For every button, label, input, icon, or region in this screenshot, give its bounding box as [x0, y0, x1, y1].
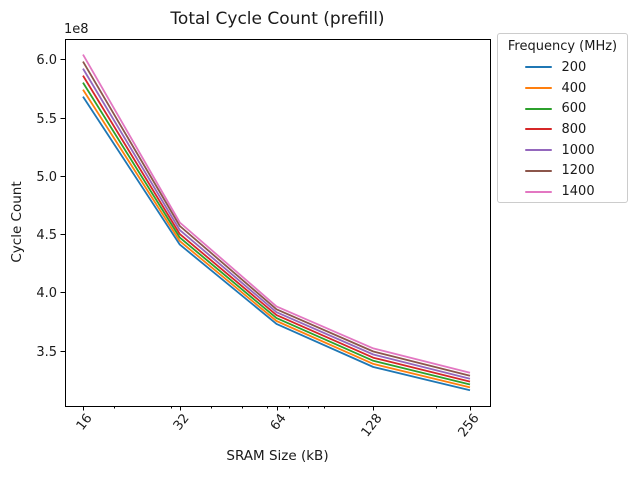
series-line-1000 — [82, 68, 471, 380]
y-tick-label: 4.0 — [36, 286, 57, 301]
y-tick-label: 5.5 — [36, 112, 57, 127]
y-axis-offset-label: 1e8 — [64, 22, 89, 37]
legend-title: Frequency (MHz) — [507, 39, 618, 54]
legend-entry-400: 400 — [524, 78, 601, 99]
y-tick-label: 5.0 — [36, 170, 57, 185]
legend-swatch-1200 — [524, 169, 552, 172]
y-tick-label: 6.0 — [36, 53, 57, 68]
legend-swatch-1400 — [524, 190, 552, 193]
legend-entry-200: 200 — [524, 57, 601, 78]
legend-entry-1200: 1200 — [524, 161, 601, 182]
y-tick-label: 4.5 — [36, 228, 57, 243]
x-axis-label: SRAM Size (kB) — [226, 448, 329, 464]
legend-swatch-1000 — [524, 149, 552, 152]
legend-entry-label: 800 — [561, 121, 587, 137]
x-tick-label: 64 — [268, 411, 290, 433]
y-tick-label: 3.5 — [36, 345, 57, 360]
legend-entry-600: 600 — [524, 98, 601, 119]
series-line-800 — [82, 75, 471, 383]
legend-swatch-600 — [524, 107, 552, 110]
chart-title: Total Cycle Count (prefill) — [170, 9, 385, 29]
x-tick-label: 256 — [456, 411, 483, 440]
x-tick-label: 16 — [74, 411, 96, 433]
legend-entry-label: 1400 — [561, 184, 595, 200]
legend-swatch-400 — [524, 87, 552, 90]
series-line-1200 — [82, 61, 471, 377]
legend-entry-label: 200 — [561, 59, 587, 75]
legend-entry-label: 1200 — [561, 163, 595, 179]
series-line-400 — [82, 89, 471, 389]
series-line-1400 — [82, 54, 471, 374]
legend-entry-800: 800 — [524, 119, 601, 140]
legend-entry-label: 400 — [561, 80, 587, 96]
plot-area-border — [65, 39, 491, 407]
legend-entry-1000: 1000 — [524, 140, 601, 161]
legend-entry-label: 600 — [561, 101, 587, 117]
x-tick-label: 128 — [359, 411, 386, 440]
x-tick-label: 32 — [171, 411, 193, 433]
legend-box: Frequency (MHz) 200 400 600 800 1000 1200 1400 — [497, 33, 628, 203]
series-line-600 — [82, 82, 471, 386]
series-line-200 — [82, 96, 471, 392]
legend-swatch-800 — [524, 128, 552, 131]
legend-swatch-200 — [524, 66, 552, 69]
legend-entry-label: 1000 — [561, 142, 595, 158]
legend-entry-1400: 1400 — [524, 181, 601, 202]
